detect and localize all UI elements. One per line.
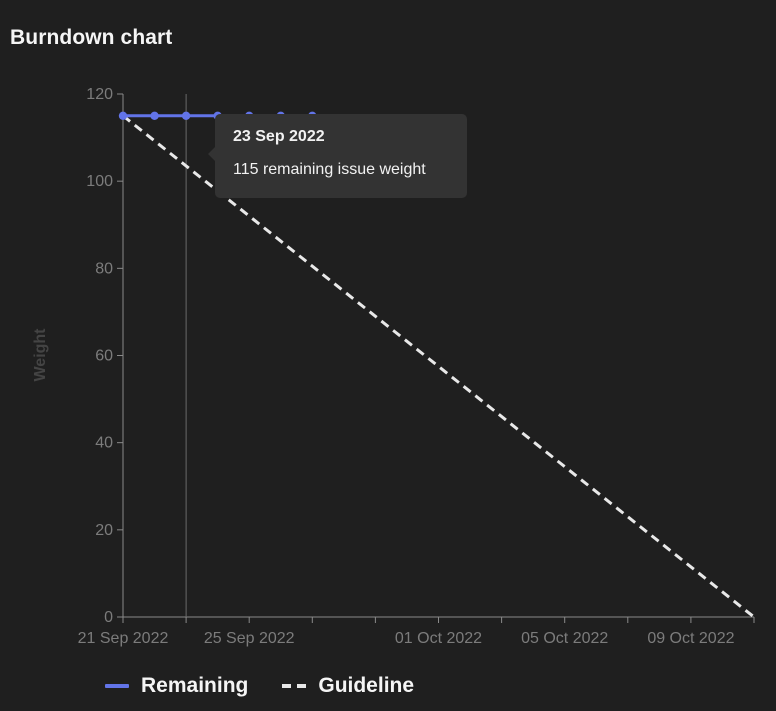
x-tick-label: 05 Oct 2022 [521, 630, 608, 647]
x-tick-label: 21 Sep 2022 [78, 630, 169, 647]
legend-swatch-guideline [282, 684, 307, 688]
series-remaining-point [150, 111, 159, 120]
y-tick-label: 100 [86, 173, 113, 190]
y-axis-title: Weight [32, 328, 49, 382]
x-tick-label: 25 Sep 2022 [204, 630, 295, 647]
x-tick-label: 09 Oct 2022 [647, 630, 734, 647]
y-axis-ticks: 0 20 40 60 80 100 120 [86, 86, 123, 626]
y-tick-label: 40 [95, 435, 113, 452]
legend-label-guideline: Guideline [318, 674, 415, 697]
tooltip-date: 23 Sep 2022 [233, 128, 325, 145]
y-tick-label: 120 [86, 86, 113, 103]
chart-tooltip: 23 Sep 2022 115 remaining issue weight [208, 114, 467, 198]
y-tick-label: 20 [95, 522, 113, 539]
series-remaining-point [118, 111, 128, 120]
y-tick-label: 0 [104, 609, 113, 626]
legend-item-remaining[interactable]: Remaining [105, 674, 248, 698]
y-tick-label: 80 [95, 260, 113, 277]
y-tick-label: 60 [95, 348, 113, 365]
page-title: Burndown chart [10, 26, 173, 49]
legend-item-guideline[interactable]: Guideline [282, 674, 414, 698]
legend-label-remaining: Remaining [141, 674, 249, 697]
chart-legend: Remaining Guideline [105, 674, 448, 698]
tooltip-value: 115 remaining issue weight [233, 161, 426, 178]
legend-swatch-remaining [105, 684, 129, 688]
series-remaining-point [181, 111, 191, 120]
x-axis-ticks: 21 Sep 2022 25 Sep 2022 01 Oct 2022 05 Oct … [78, 617, 755, 647]
x-tick-label: 01 Oct 2022 [395, 630, 482, 647]
